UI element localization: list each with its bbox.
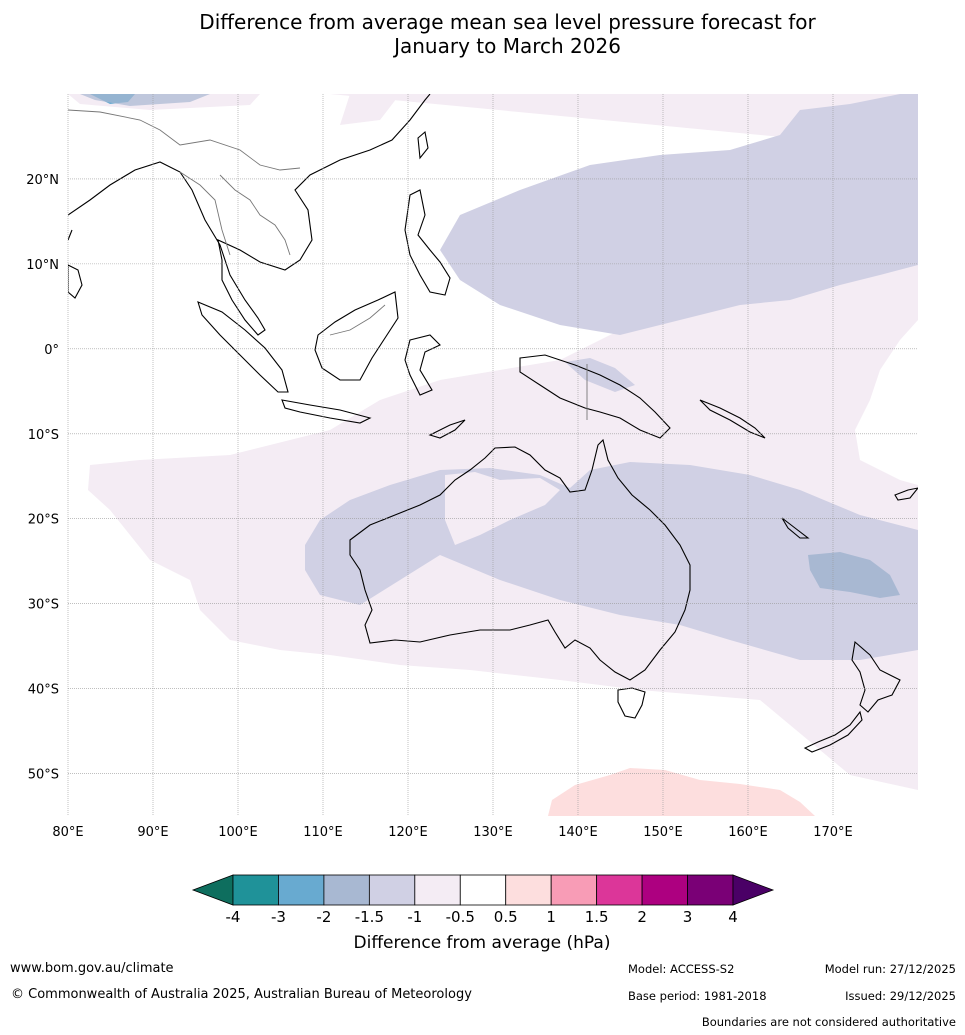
colorbar-swatch bbox=[505, 874, 552, 906]
colorbar-swatch bbox=[278, 874, 325, 906]
coastline-new-caledonia bbox=[781, 517, 810, 539]
longitude-label: 170°E bbox=[813, 825, 853, 840]
colorbar-extend-low bbox=[191, 874, 234, 906]
base-period: Base period: 1981-2018 bbox=[628, 989, 767, 1003]
colorbar-swatch bbox=[323, 874, 370, 906]
anomaly-region-white-ne bbox=[855, 320, 918, 485]
coastline-java bbox=[281, 399, 372, 424]
colorbar-tick-label: -0.5 bbox=[446, 908, 475, 926]
colorbar-swatch bbox=[596, 874, 643, 906]
border-indochina bbox=[219, 174, 291, 256]
anomaly-region-blue-grey-north bbox=[80, 94, 210, 106]
longitude-label: 120°E bbox=[388, 825, 428, 840]
colorbar-tick-label: 2 bbox=[637, 908, 647, 926]
coastline-asia-mainland bbox=[68, 94, 431, 336]
gridlines bbox=[67, 94, 918, 816]
copyright-text: © Commonwealth of Australia 2025, Austra… bbox=[11, 987, 472, 1002]
longitude-label: 130°E bbox=[473, 825, 513, 840]
colorbar-tick-label: 0.5 bbox=[494, 908, 518, 926]
latitude-labels: 20°N 10°N 0° 10°S 20°S 30°S 40°S 50°S bbox=[26, 173, 59, 783]
longitude-label: 90°E bbox=[137, 825, 168, 840]
map-area bbox=[68, 94, 918, 816]
website-url: www.bom.gov.au/climate bbox=[10, 961, 174, 976]
longitude-label: 150°E bbox=[643, 825, 683, 840]
latitude-label: 40°S bbox=[28, 683, 59, 698]
coastline-india bbox=[68, 229, 73, 241]
anomaly-region-blue-grey bbox=[808, 552, 900, 598]
colorbar-swatch bbox=[687, 874, 734, 906]
colorbar-swatch bbox=[641, 874, 688, 906]
map-title: Difference from average mean sea level p… bbox=[0, 10, 965, 58]
longitude-label: 100°E bbox=[218, 825, 258, 840]
coastline-sumatra bbox=[197, 301, 289, 393]
longitude-label: 80°E bbox=[52, 825, 83, 840]
latitude-label: 20°N bbox=[26, 173, 59, 188]
coastline-australia bbox=[349, 438, 691, 681]
model-run-date: Model run: 27/12/2025 bbox=[824, 962, 956, 976]
coastline-timor bbox=[428, 419, 466, 439]
coastline-sulawesi bbox=[404, 334, 441, 396]
coastline-sri-lanka bbox=[68, 264, 83, 299]
colorbar-tick-label: 4 bbox=[728, 908, 738, 926]
anomaly-region-grey-blue-pacific bbox=[440, 94, 918, 335]
longitude-label: 140°E bbox=[558, 825, 598, 840]
latitude-label: 20°S bbox=[28, 513, 59, 528]
longitude-label: 160°E bbox=[728, 825, 768, 840]
border-mainland bbox=[68, 109, 301, 171]
colorbar-tick-label: -1.5 bbox=[355, 908, 384, 926]
colorbar-tick-label: 1.5 bbox=[585, 908, 609, 926]
issued-date: Issued: 29/12/2025 bbox=[845, 989, 956, 1003]
colorbar-tick-label: -3 bbox=[271, 908, 286, 926]
colorbar-tick-label: -4 bbox=[226, 908, 241, 926]
latitude-label: 10°N bbox=[26, 258, 59, 273]
coastline-borneo bbox=[314, 291, 399, 381]
anomaly-region-pink bbox=[548, 768, 815, 816]
latitude-label: 50°S bbox=[28, 768, 59, 783]
coastline-new-guinea bbox=[519, 354, 671, 439]
latitude-label: 30°S bbox=[28, 598, 59, 613]
coastline-taiwan bbox=[417, 130, 429, 160]
colorbar-swatch bbox=[459, 874, 507, 906]
colorbar-tick-label: 3 bbox=[683, 908, 693, 926]
longitude-labels: 80°E 90°E 100°E 110°E 120°E 130°E 140°E 150°E 16… bbox=[52, 825, 852, 840]
coastline-nz-north bbox=[851, 640, 901, 713]
colorbar-title: Difference from average (hPa) bbox=[354, 933, 611, 953]
title-line-2: January to March 2026 bbox=[394, 34, 621, 58]
border-myanmar bbox=[179, 171, 231, 256]
coastline-tasmania bbox=[617, 687, 646, 719]
model-name: Model: ACCESS-S2 bbox=[628, 962, 735, 976]
coastline-philippines bbox=[404, 189, 451, 296]
coastlines bbox=[68, 94, 918, 753]
colorbar-tick-label: -2 bbox=[316, 908, 331, 926]
country-borders bbox=[68, 109, 588, 420]
title-line-1: Difference from average mean sea level p… bbox=[199, 10, 816, 34]
border-borneo bbox=[329, 304, 386, 336]
colorbar-swatch bbox=[232, 874, 279, 906]
boundaries-disclaimer: Boundaries are not considered authoritat… bbox=[701, 1015, 956, 1029]
colorbar-swatch bbox=[368, 874, 416, 906]
colorbar-legend: -4 -3 -2 -1.5 -1 -0.5 0.5 1 1.5 2 3 4 bbox=[191, 874, 775, 926]
colorbar-extend-high bbox=[732, 874, 775, 906]
coastline-solomons bbox=[699, 399, 766, 439]
latitude-label: 0° bbox=[44, 343, 59, 358]
anomaly-region-lavender-inland bbox=[445, 472, 560, 545]
longitude-label: 110°E bbox=[303, 825, 343, 840]
colorbar-swatch bbox=[414, 874, 461, 906]
coastline-nz-south bbox=[803, 710, 863, 753]
colorbar-tick-label: -1 bbox=[407, 908, 422, 926]
colorbar-swatch bbox=[550, 874, 598, 906]
coastline-fiji bbox=[894, 487, 918, 501]
latitude-label: 10°S bbox=[28, 428, 59, 443]
colorbar-tick-label: 1 bbox=[546, 908, 556, 926]
